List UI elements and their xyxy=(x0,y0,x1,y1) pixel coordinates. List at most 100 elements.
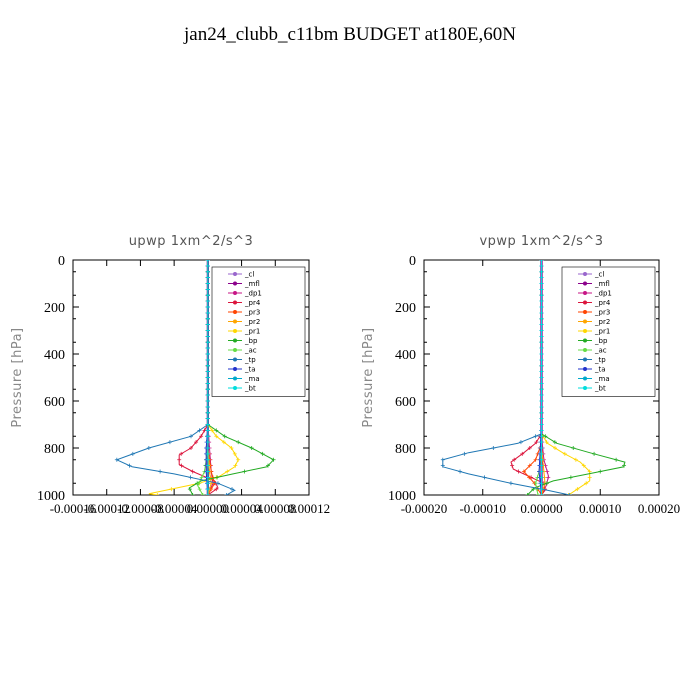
y-tick-label: 200 xyxy=(44,301,65,316)
legend-marker xyxy=(233,386,237,390)
series-marker_bp xyxy=(187,487,192,492)
series-marker_bt xyxy=(205,399,210,403)
x-tick-label: 0.00020 xyxy=(638,501,680,516)
y-tick-label: 400 xyxy=(395,348,416,363)
series-marker_bt xyxy=(539,260,544,262)
series-marker_tp xyxy=(188,475,193,480)
series-marker_pr1 xyxy=(214,434,219,439)
series-marker_pr1 xyxy=(573,457,578,462)
series-marker_bp xyxy=(571,446,576,450)
legend: _cl_mfl_dp1_pr4_pr3_pr2_pr1_bp_ac_tp_ta_… xyxy=(211,266,306,397)
series-marker_tp xyxy=(518,440,523,445)
legend-marker xyxy=(583,310,587,314)
series-marker_bt xyxy=(205,446,210,450)
series-marker_bp xyxy=(568,475,573,480)
series-marker_bt xyxy=(205,440,210,445)
legend-label: _bp xyxy=(244,337,258,345)
legend-label: _ma xyxy=(244,375,260,383)
series-marker_bt xyxy=(205,287,210,292)
series-marker_pr3 xyxy=(527,475,532,480)
series-marker_bt xyxy=(205,352,210,356)
series-marker_pr1 xyxy=(587,475,592,480)
series-marker_tp xyxy=(114,457,119,462)
series-marker_tp xyxy=(458,469,463,474)
series-marker_bt xyxy=(205,316,210,321)
x-tick-label: -0.00008 xyxy=(117,501,164,516)
legend-label: _cl xyxy=(244,271,254,279)
series-marker_bt xyxy=(205,281,210,286)
y-tick-label: 1000 xyxy=(37,489,65,504)
series-marker_tp xyxy=(440,463,445,468)
series-marker_bt xyxy=(539,305,544,309)
series-marker_pr1 xyxy=(584,481,589,486)
series-marker_pr1 xyxy=(587,469,592,474)
series-marker_bt xyxy=(539,451,544,456)
legend-marker xyxy=(233,300,237,305)
series-marker_bp xyxy=(592,451,597,456)
series-marker_bt xyxy=(205,481,210,486)
series-marker_bt xyxy=(205,463,210,468)
series-marker_bt xyxy=(539,487,544,492)
legend-label: _pr4 xyxy=(594,299,611,307)
legend-label: _pr3 xyxy=(244,309,260,317)
series-marker_bt xyxy=(205,393,210,398)
series-marker_bt xyxy=(539,463,544,468)
legend-marker xyxy=(583,376,587,381)
series-marker_bt xyxy=(205,457,210,462)
series-marker_pr4 xyxy=(179,463,184,468)
legend-label: _pr1 xyxy=(244,328,260,336)
series-marker_bt xyxy=(205,428,210,433)
series-marker_pr4 xyxy=(534,440,539,445)
series-marker_dp1 xyxy=(546,475,551,480)
series-marker_bt xyxy=(205,340,210,345)
legend-label: _pr2 xyxy=(244,318,260,326)
series-marker_pr1 xyxy=(233,463,238,468)
series-marker_pr4 xyxy=(214,487,219,492)
legend: _cl_mfl_dp1_pr4_pr3_pr2_pr1_bp_ac_tp_ta_… xyxy=(561,266,656,397)
legend-label: _cl xyxy=(594,271,604,279)
y-tick-label: 0 xyxy=(409,254,416,269)
series-marker_bt xyxy=(205,357,210,362)
series-marker_bp xyxy=(543,434,548,439)
series-marker_bt xyxy=(539,281,544,286)
series-marker_bp xyxy=(598,469,603,474)
x-tick-label: 0.00012 xyxy=(288,501,330,516)
series-marker_tp xyxy=(462,451,467,456)
legend-label: _pr1 xyxy=(594,328,610,336)
series-marker_bt xyxy=(205,475,210,480)
x-tick-label: -0.00004 xyxy=(151,501,198,516)
series-marker_ac xyxy=(535,493,540,495)
series-marker_bt xyxy=(539,434,544,439)
legend-box xyxy=(561,266,656,397)
series-marker_bt xyxy=(539,369,544,374)
series-group xyxy=(114,260,276,495)
legend-marker xyxy=(233,272,237,276)
series-marker_bt xyxy=(539,469,544,474)
series-marker_pr1 xyxy=(232,451,237,456)
series-marker_bp xyxy=(260,451,265,456)
x-tick-label: -0.00016 xyxy=(50,501,97,516)
x-tick-label: 0.00000 xyxy=(187,501,229,516)
series-marker_ac xyxy=(533,481,538,486)
legend-marker xyxy=(583,300,587,305)
series-marker_tp xyxy=(146,446,151,450)
series-marker_bt xyxy=(205,493,210,495)
legend-marker xyxy=(583,386,587,390)
legend-label: _mfl xyxy=(244,280,260,288)
series-marker_bp xyxy=(190,493,195,495)
series-marker_bt xyxy=(539,440,544,445)
legend-marker xyxy=(233,310,237,314)
series-marker_bp xyxy=(215,475,220,480)
series-marker_bt xyxy=(205,422,210,427)
series-marker_bt xyxy=(205,263,210,268)
series-marker_pr1 xyxy=(562,451,567,456)
series-marker_bt xyxy=(539,328,544,333)
series-line_pr1 xyxy=(541,260,591,495)
series-marker_bt xyxy=(205,404,210,409)
legend-marker xyxy=(583,272,587,276)
series-marker_bt xyxy=(539,293,544,298)
series-marker_pr4 xyxy=(510,463,515,468)
series-marker_bt xyxy=(539,493,544,495)
series-marker_bt xyxy=(205,275,210,280)
